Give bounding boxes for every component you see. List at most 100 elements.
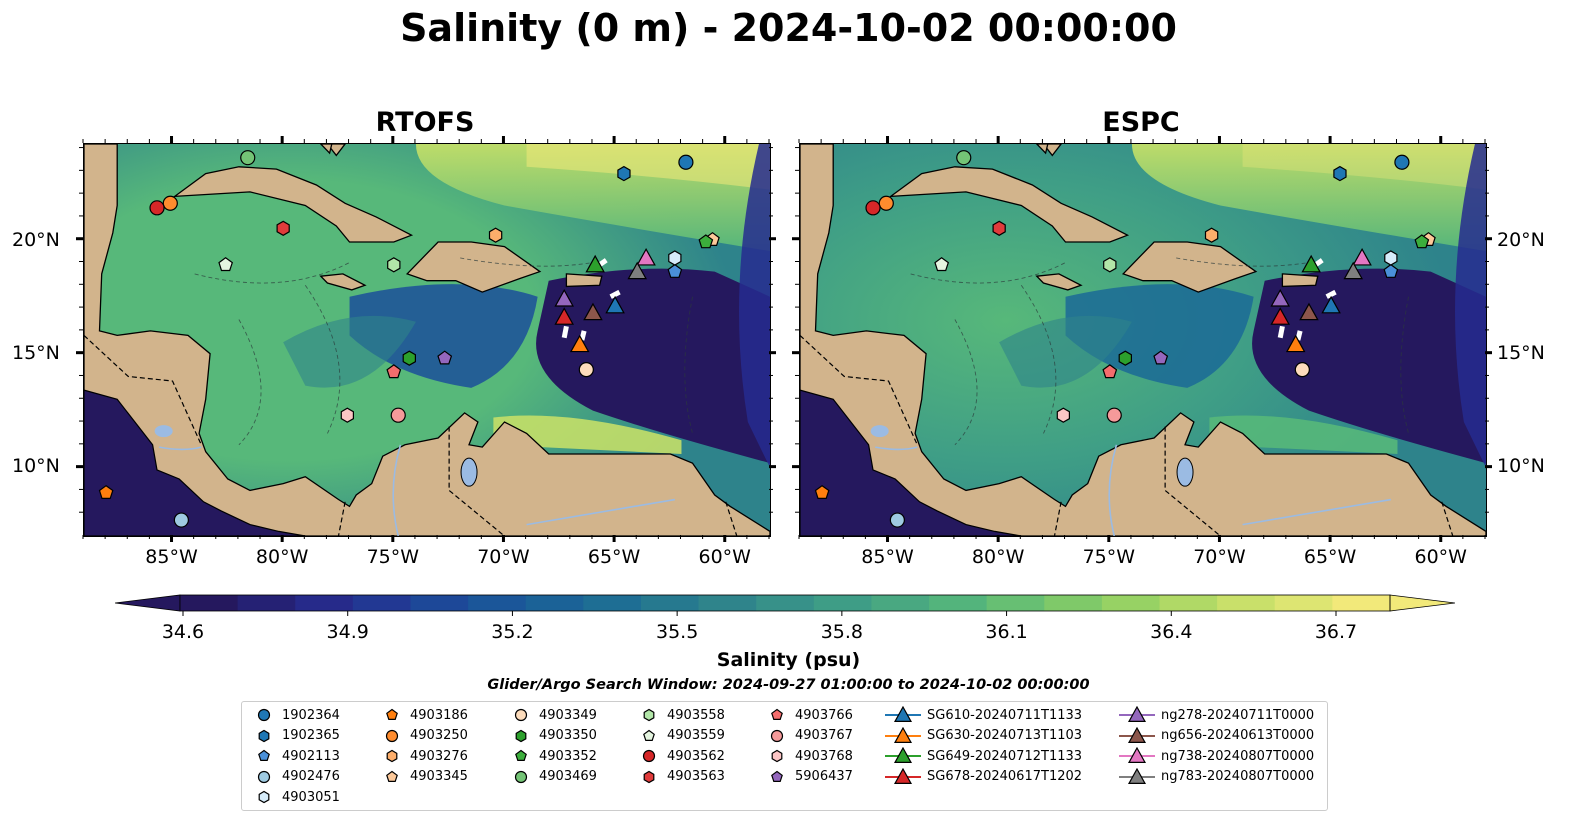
platform-marker-4903186[interactable] [814,484,830,499]
platform-marker-4903349[interactable] [1294,362,1310,378]
platform-marker-4903768[interactable] [340,407,354,423]
lon-label: 85°W [145,546,198,568]
lon-label: 80°W [255,546,309,568]
lat-label-15n-right: 15°N [1497,342,1545,364]
platform-marker-4903051[interactable] [1384,250,1398,266]
platform-marker-SG649-20240712T1133[interactable] [1301,254,1321,273]
land-bahamas1 [326,144,346,157]
platform-marker-ng783-20240807T0000[interactable] [627,261,647,280]
platform-marker-SG610-20240711T1133[interactable] [1321,295,1341,314]
platform-marker-4903558[interactable] [387,257,401,273]
legend-item: ng656-20240613T0000 [1119,726,1314,745]
platform-marker-ng783-20240807T0000[interactable] [1343,261,1363,280]
platform-marker-4903563[interactable] [992,220,1006,236]
platform-marker-4903559[interactable] [934,257,950,272]
colorbar-tick-label: 36.1 [985,621,1028,643]
platform-marker-4902476[interactable] [889,512,905,528]
colorbar-bin [1274,595,1333,611]
platform-marker-ng738-20240807T0000[interactable] [636,247,656,266]
platform-marker-4902476[interactable] [173,512,189,528]
platform-marker-4903350[interactable] [402,350,416,366]
lat-label-20n-left: 20°N [12,229,60,251]
legend-item: SG630-20240713T1103 [885,726,1082,745]
platform-marker-4903352[interactable] [1414,234,1430,249]
colorbar-bin [1101,595,1161,611]
platform-marker-4903250[interactable] [162,195,178,211]
legend-item: SG649-20240712T1133 [885,747,1082,765]
colorbar-bin [583,595,642,611]
platform-marker-4903562[interactable] [149,200,165,216]
legend-item: ng783-20240807T0000 [1119,767,1314,786]
platform-marker-SG610-20240711T1133[interactable] [605,295,625,314]
legend-item: 1902365 [252,727,340,745]
legend-item: 4903563 [637,768,725,786]
platform-marker-4903276[interactable] [1204,227,1219,243]
platform-marker-4903558[interactable] [1103,257,1117,273]
legend-item: 4903559 [637,727,725,745]
platform-marker-SG649-20240712T1133[interactable] [585,254,605,273]
platform-marker-4903186[interactable] [98,484,114,499]
triangle-marker-icon [1119,726,1155,743]
espc-map[interactable] [799,143,1487,537]
colorbar-bin [1332,595,1391,611]
page-title: Salinity (0 m) - 2024-10-02 00:00:00 [400,6,1177,50]
axis-ticks [76,136,1492,542]
platform-marker-SG630-20240713T1103[interactable] [1285,334,1306,353]
platform-marker-SG678-20240617T1202[interactable] [554,307,574,325]
circle-marker-icon [642,749,656,763]
platform-marker-4903766[interactable] [386,364,402,379]
colorbar [115,594,1455,616]
hexagon-marker-icon [643,770,655,783]
triangle-marker-icon [885,726,921,743]
platform-marker-4902113[interactable] [1383,263,1399,278]
triangle-marker-icon [885,767,921,784]
platform-marker-ng656-20240613T0000[interactable] [583,302,603,321]
platform-marker-1902365[interactable] [1333,165,1347,182]
platform-marker-4903767[interactable] [390,407,406,423]
legend-item-label: 4902476 [282,769,340,784]
platform-marker-1902364[interactable] [1394,154,1410,170]
platform-marker-4903276[interactable] [488,227,503,243]
platform-marker-SG678-20240617T1202[interactable] [1270,307,1290,325]
triangle-marker-icon [885,747,921,763]
platform-marker-4903559[interactable] [218,257,234,272]
legend-item: SG610-20240711T1133 [885,706,1082,724]
platform-marker-4902113[interactable] [667,263,683,278]
platform-marker-ng738-20240807T0000[interactable] [1352,247,1372,266]
platform-marker-4903469[interactable] [956,150,972,166]
legend-item: 4903352 [509,747,597,765]
platform-marker-ng278-20240711T0000[interactable] [554,288,574,307]
legend-item-label: 1902365 [282,728,340,743]
pentagon-marker-icon [771,708,783,720]
platform-marker-5906437[interactable] [437,350,453,365]
land-jamaica [319,273,367,291]
colorbar-bin [1217,595,1276,611]
colorbar-tick-label: 35.2 [491,621,534,643]
platform-marker-4903352[interactable] [698,234,714,249]
hexagon-marker-icon [386,749,398,763]
platform-marker-1902365[interactable] [617,165,631,182]
platform-marker-4903562[interactable] [865,200,881,216]
circle-marker-icon [770,729,784,742]
platform-marker-4903768[interactable] [1056,407,1070,423]
platform-marker-4903349[interactable] [578,362,594,378]
platform-marker-4903767[interactable] [1106,407,1122,423]
legend-item: ng278-20240711T0000 [1119,706,1314,724]
platform-marker-SG630-20240713T1103[interactable] [569,334,590,353]
colorbar-bin [698,595,757,611]
lon-label: 70°W [1193,546,1246,568]
platform-marker-1902364[interactable] [678,154,694,170]
platform-marker-ng656-20240613T0000[interactable] [1299,302,1319,321]
platform-marker-4903563[interactable] [276,220,290,236]
platform-marker-4903350[interactable] [1118,350,1132,366]
rtofs-map[interactable] [83,143,771,537]
platform-marker-4903766[interactable] [1102,364,1118,379]
platform-marker-4903469[interactable] [240,150,256,166]
legend-item-label: 4903276 [410,748,468,764]
colorbar-bin [813,595,872,611]
platform-marker-4903051[interactable] [668,250,682,266]
lat-label-20n-right: 20°N [1497,229,1545,251]
platform-marker-4903250[interactable] [878,195,894,211]
platform-marker-ng278-20240711T0000[interactable] [1270,288,1290,307]
platform-marker-5906437[interactable] [1153,350,1169,365]
